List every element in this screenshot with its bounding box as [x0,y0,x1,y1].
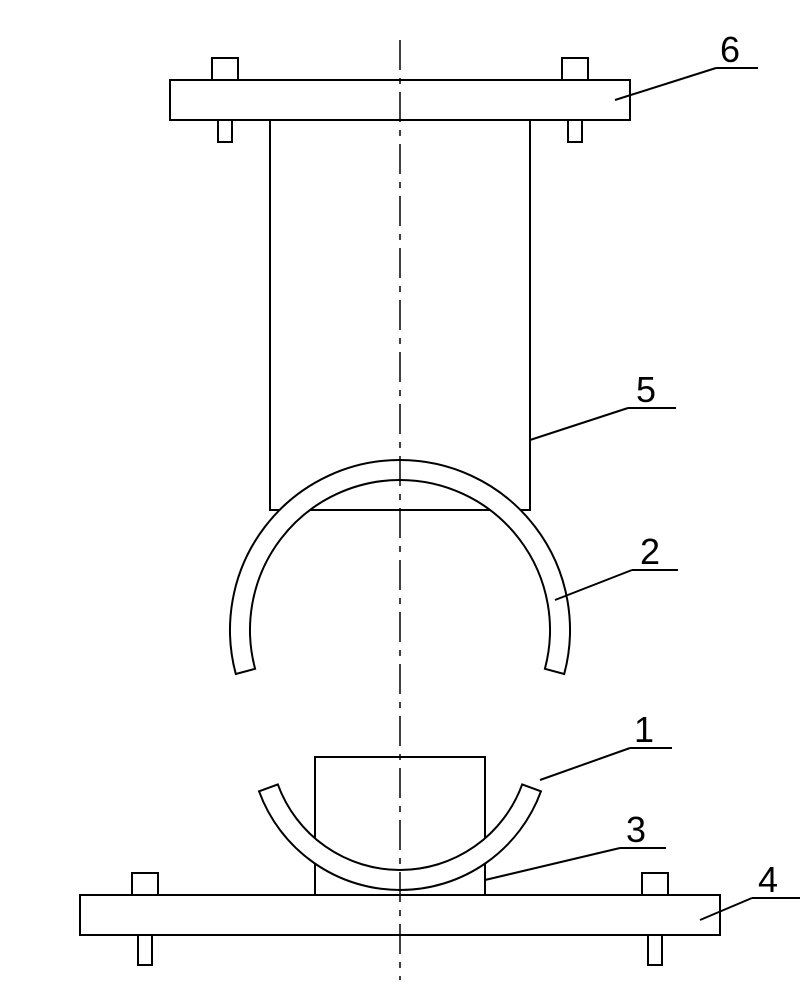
bottom-bolt-right-head [642,873,668,895]
leader-diagonal [540,748,630,780]
callout-l6: 6 [615,29,758,100]
label-l3: 3 [626,809,646,850]
top-bolt-right-head [562,58,588,80]
bottom-bolt-left-head [132,873,158,895]
label-l6: 6 [720,29,740,70]
bottom-bolt-left-shaft [138,935,152,965]
top-bolt-left-head [212,58,238,80]
leader-diagonal [485,848,620,880]
leader-diagonal [555,570,632,600]
leader-diagonal [530,408,628,440]
callout-l1: 1 [540,709,672,780]
bottom-bolt-right-shaft [648,935,662,965]
top-bolt-left-shaft [218,120,232,142]
label-l5: 5 [636,369,656,410]
callout-l5: 5 [530,369,676,440]
label-l2: 2 [640,531,660,572]
callout-l2: 2 [555,531,678,600]
top-bolt-right-shaft [568,120,582,142]
label-l4: 4 [758,859,778,900]
label-l1: 1 [634,709,654,750]
